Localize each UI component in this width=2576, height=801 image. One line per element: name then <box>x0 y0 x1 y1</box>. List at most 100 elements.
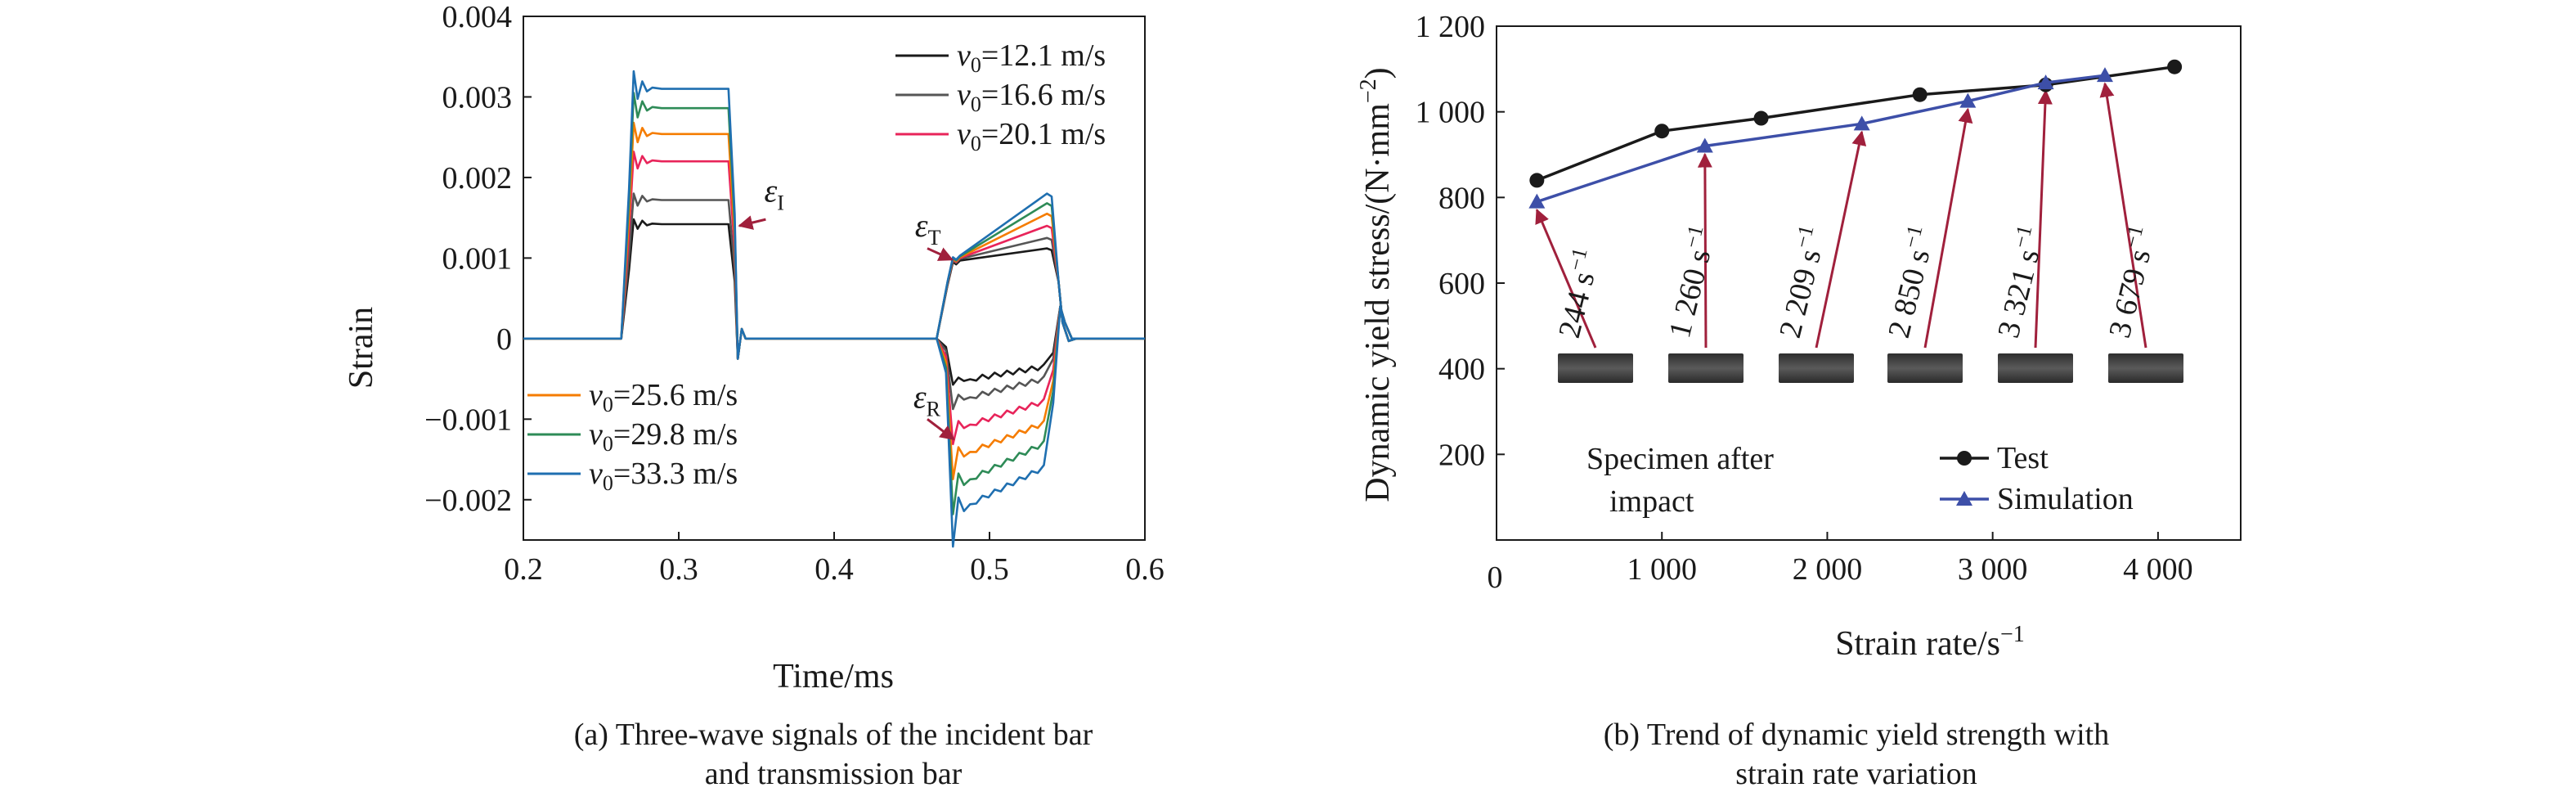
panel-a-legend-entry: v0=16.6 m/s <box>957 78 1106 116</box>
specimen-image <box>1887 353 1963 383</box>
panel-b-specimens <box>1558 353 2183 383</box>
panel-b-test-point <box>1912 87 1928 102</box>
panel-a-legend-sub: 0 <box>971 92 981 116</box>
panel-a-series-line <box>523 92 1145 515</box>
panel-a-legend-entry: v0=33.3 m/s <box>589 457 738 495</box>
panel-b-legend: Test Simulation <box>1940 441 2134 516</box>
rate-arrow <box>1697 152 1712 349</box>
panel-a-annotation-transmitted: εT <box>915 207 941 250</box>
panel-b-arrows <box>1535 82 2147 349</box>
panel-a-series-line <box>523 70 1145 548</box>
panel-b-legend-entry: Test <box>1997 441 2049 475</box>
panel-b-ylabel-sup: −2 <box>1356 79 1381 103</box>
panel-a-axes: 0.2 0.3 0.4 0.5 0.6 −0.002 −0.001 0 0.001 0.002 0.… <box>424 0 1165 587</box>
panel-a-series-line <box>523 192 1145 411</box>
panel-a-annotation-subscript: R <box>927 398 941 421</box>
panel-a-xtick-label: 0.4 <box>815 552 854 587</box>
panel-b-xtick-label: 3 000 <box>1958 552 2028 587</box>
panel-b-ylabel-tail: ) <box>1359 67 1397 79</box>
panel-b-simulation-point <box>1696 137 1713 153</box>
panel-a-ytick-label: −0.002 <box>424 484 512 518</box>
panel-a-legend-value: =25.6 m/s <box>613 378 738 412</box>
panel-b-ytick-label: 400 <box>1438 353 1485 387</box>
panel-a-ytick-label: −0.001 <box>424 403 512 437</box>
specimen-image <box>1558 353 1633 383</box>
panel-b-xtick-label: 2 000 <box>1793 552 1863 587</box>
rate-arrow <box>1535 208 1597 349</box>
panel-a-legend-value: =12.1 m/s <box>981 38 1106 73</box>
panel-a-legend-entry: v0=29.8 m/s <box>589 417 738 456</box>
panel-b-legend-marker <box>1957 451 1972 466</box>
panel-a-xlabel: Time/ms <box>773 658 894 695</box>
rate-label-sup: −1 <box>1564 245 1592 273</box>
panel-b-xlabel: Strain rate/s−1 <box>1835 622 2025 663</box>
panel-a-ytick-label: 0.003 <box>442 80 513 115</box>
panel-b-simulation-point <box>2096 67 2113 83</box>
panel-a-legend-entry: v0=25.6 m/s <box>589 378 738 416</box>
rate-label-base: 244 s <box>1552 268 1601 341</box>
panel-b-test-point <box>2167 59 2183 74</box>
panel-b-simulation-point <box>1959 92 1977 108</box>
specimen-image <box>1779 353 1854 383</box>
panel-a-ytick-label: 0.004 <box>442 0 513 34</box>
panel-b: 0 1 000 2 000 3 000 4 000 200 400 600 800 1 000 1 … <box>1356 10 2242 791</box>
panel-a-annotation-arrow <box>927 418 955 441</box>
panel-a-legend-entry: v0=20.1 m/s <box>957 117 1106 155</box>
rate-label: 244 s−1 <box>1547 245 1607 341</box>
rate-arrow <box>1815 130 1867 349</box>
rate-label-sup: −1 <box>1899 223 1928 250</box>
panel-b-xtick-label: 0 <box>1488 560 1503 595</box>
panel-a-annotation-symbol: ε <box>765 172 778 209</box>
panel-a-caption-line-1: (a) Three-wave signals of the incident b… <box>574 718 1093 752</box>
specimen-image <box>1668 353 1744 383</box>
panel-a-legend-value: =29.8 m/s <box>613 417 738 452</box>
panel-b-xtick-label: 1 000 <box>1627 552 1697 587</box>
rate-arrow <box>2034 89 2053 349</box>
panel-a-annotation-arrow <box>738 215 766 230</box>
panel-a-ytick-label: 0.001 <box>442 241 513 276</box>
panel-b-ytick-label: 200 <box>1438 438 1485 472</box>
rate-label-base: 1 260 s <box>1663 245 1717 341</box>
panel-a-transmitted-line <box>936 192 1077 343</box>
panel-a-annotation-symbol: ε <box>913 379 927 416</box>
panel-a-xtick-label: 0.6 <box>1125 552 1165 587</box>
panel-a-ylabel: Strain <box>343 307 380 389</box>
specimen-label-line-1: Specimen after <box>1586 442 1774 476</box>
panel-a-annotation-arrow <box>927 247 954 261</box>
panel-b-simulation-point <box>2037 74 2054 90</box>
panel-a-legend-sub: 0 <box>603 393 613 416</box>
panel-a-legend-sub: 0 <box>971 53 981 77</box>
panel-a-series <box>523 70 1145 548</box>
panel-b-test-point <box>1753 110 1769 126</box>
panel-b-caption-line-2: strain rate variation <box>1735 757 1977 791</box>
panel-a-caption-line-2: and transmission bar <box>705 757 963 791</box>
panel-a-series-line <box>523 218 1145 386</box>
specimen-image <box>2108 353 2183 383</box>
panel-a-legend: v0=12.1 m/sv0=16.6 m/sv0=20.1 m/sv0=25.6… <box>527 38 1106 495</box>
rate-label: 3 321 s−1 <box>1986 223 2052 341</box>
rate-arrow <box>1923 107 1973 349</box>
rate-label-base: 3 679 s <box>2103 245 2157 341</box>
panel-b-ylabel-base: Dynamic yield stress/(N·mm <box>1359 103 1397 502</box>
panel-a-legend-value: =33.3 m/s <box>613 457 738 491</box>
panel-b-test-point <box>1529 173 1545 188</box>
panel-b-xtick-label: 4 000 <box>2123 552 2193 587</box>
panel-a-legend-var: v <box>957 38 971 73</box>
panel-a-legend-var: v <box>589 417 603 452</box>
panel-b-ylabel: Dynamic yield stress/(N·mm−2) <box>1356 67 1397 502</box>
panel-a-legend-entry: v0=12.1 m/s <box>957 38 1106 77</box>
panel-b-legend-entry: Simulation <box>1997 482 2134 516</box>
rate-label: 2 209 s−1 <box>1768 223 1833 341</box>
panel-b-axes: 0 1 000 2 000 3 000 4 000 200 400 600 800 1 000 1 … <box>1416 10 2242 595</box>
panel-a-legend-sub: 0 <box>971 132 981 155</box>
panel-a-xtick-label: 0.2 <box>504 552 543 587</box>
panel-a-annotation-symbol: ε <box>915 207 928 244</box>
panel-b-simulation-point <box>1853 115 1870 131</box>
panel-a-legend-var: v <box>589 457 603 491</box>
panel-b-series-line <box>1536 74 2106 204</box>
panel-b-test-point <box>1654 124 1670 139</box>
panel-a-legend-value: =16.6 m/s <box>981 78 1106 112</box>
panel-a-legend-sub: 0 <box>603 471 613 495</box>
rate-label-sup: −1 <box>1790 223 1819 250</box>
